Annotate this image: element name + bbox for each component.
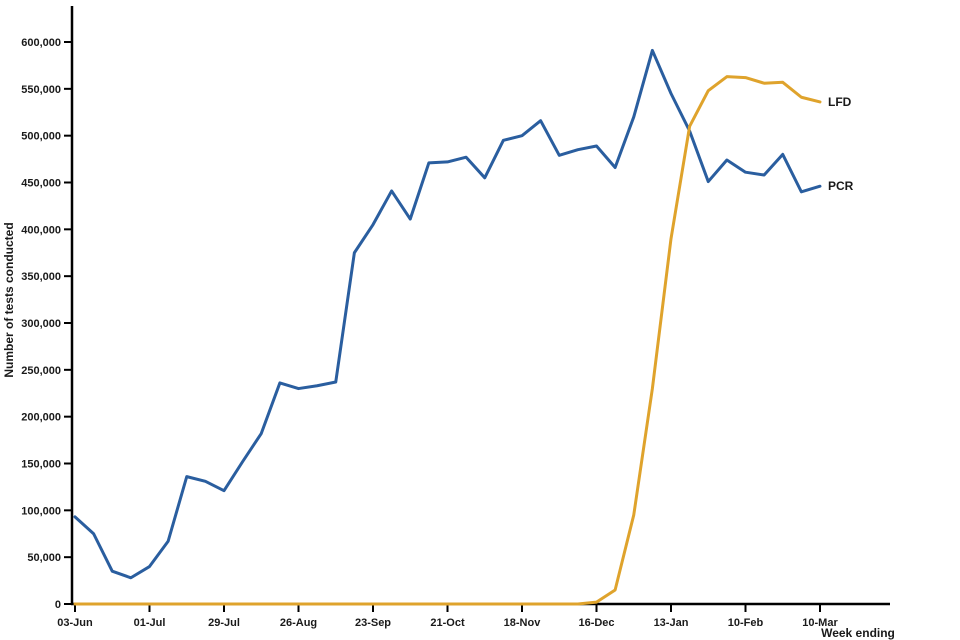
x-tick-label: 26-Aug <box>280 617 317 629</box>
x-tick-label: 01-Jul <box>134 617 166 629</box>
y-tick-label: 550,000 <box>21 84 61 96</box>
series-line-pcr <box>73 48 822 580</box>
y-tick-label: 0 <box>55 599 61 611</box>
x-tick-label: 29-Jul <box>208 617 240 629</box>
y-tick-label: 250,000 <box>21 365 61 377</box>
x-tick-label: 23-Sep <box>355 617 391 629</box>
y-tick-label: 450,000 <box>21 178 61 190</box>
y-tick-label: 350,000 <box>21 271 61 283</box>
x-tick-label: 03-Jun <box>57 617 93 629</box>
lfd-series-label: LFD <box>828 95 852 109</box>
x-tick-label: 16-Dec <box>578 617 614 629</box>
y-tick-label: 600,000 <box>21 37 61 49</box>
x-tick-label: 13-Jan <box>654 617 689 629</box>
x-axis-title: Week ending <box>821 626 895 640</box>
y-tick-label: 200,000 <box>21 412 61 424</box>
y-tick-label: 400,000 <box>21 224 61 236</box>
y-tick-label: 50,000 <box>27 552 61 564</box>
y-tick-label: 500,000 <box>21 131 61 143</box>
series-line-lfd <box>73 75 822 606</box>
x-tick-label: 10-Mar <box>802 617 838 629</box>
axis-ticks-layer: 0 50,000 100,000 150,000 200,000 250,000 300,0… <box>21 37 838 629</box>
axes-layer <box>70 6 890 606</box>
series-lines-layer <box>73 48 822 606</box>
y-tick-label: 300,000 <box>21 318 61 330</box>
y-axis-title: Number of tests conducted <box>2 222 16 377</box>
pcr-series-label: PCR <box>828 179 854 193</box>
y-tick-label: 150,000 <box>21 459 61 471</box>
y-tick-label: 100,000 <box>21 505 61 517</box>
x-tick-label: 18-Nov <box>504 617 542 629</box>
x-tick-label: 21-Oct <box>430 617 465 629</box>
x-tick-label: 10-Feb <box>728 617 764 629</box>
